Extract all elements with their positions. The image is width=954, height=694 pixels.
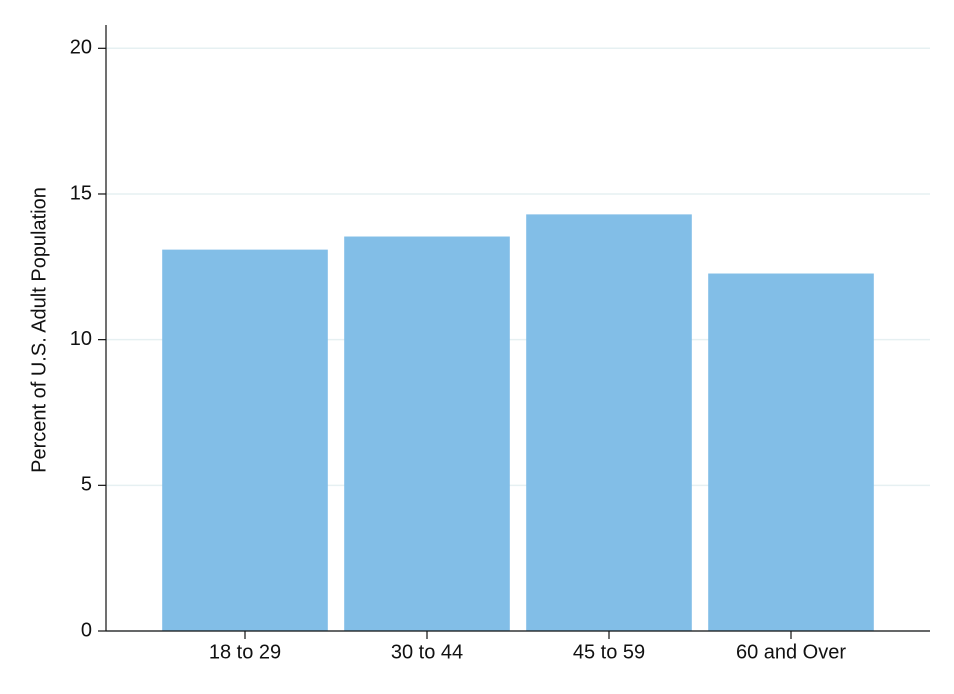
x-tick-label: 30 to 44 <box>391 641 463 663</box>
x-tick-label: 60 and Over <box>736 641 846 663</box>
y-axis-title: Percent of U.S. Adult Population <box>28 187 50 473</box>
bar <box>344 236 510 631</box>
y-tick-label: 20 <box>70 37 92 59</box>
x-tick-label: 45 to 59 <box>573 641 645 663</box>
bar <box>162 249 328 632</box>
y-tick-label: 15 <box>70 182 92 204</box>
y-tick-label: 5 <box>81 474 92 496</box>
bar <box>708 273 874 631</box>
x-tick-label: 18 to 29 <box>209 641 281 663</box>
bar <box>526 214 692 631</box>
y-tick-label: 0 <box>81 619 92 641</box>
y-tick-label: 10 <box>70 328 92 350</box>
